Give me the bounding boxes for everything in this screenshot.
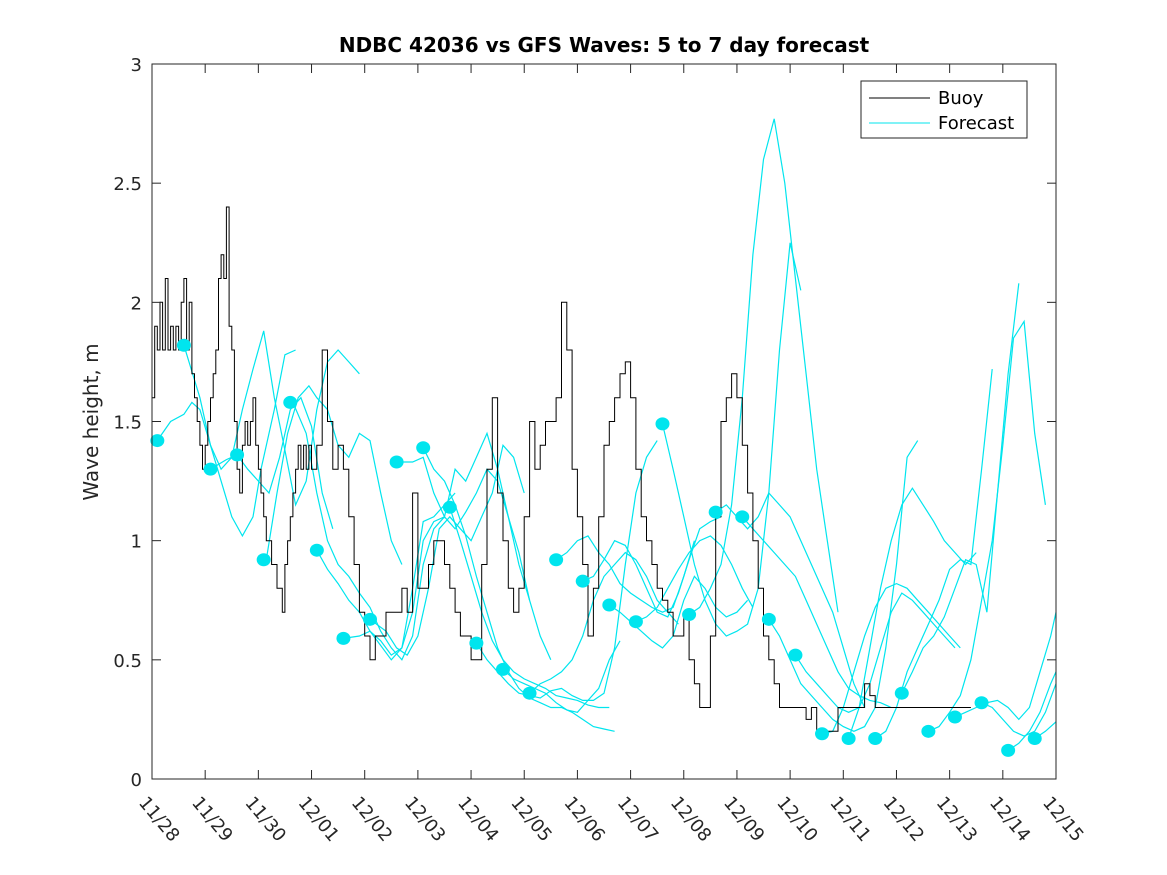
- forecast-marker: [309, 543, 324, 557]
- forecast-marker: [495, 662, 510, 676]
- forecast-line: [582, 516, 722, 618]
- forecast-marker: [921, 724, 936, 738]
- buoy-line: [152, 206, 971, 732]
- forecast-line: [369, 444, 525, 656]
- chart-title: NDBC 42036 vs GFS Waves: 5 to 7 day fore…: [339, 33, 870, 57]
- forecast-marker: [389, 455, 404, 469]
- y-tick-label: 1: [131, 532, 142, 553]
- legend-box: [860, 80, 1028, 139]
- y-tick-label: 0: [131, 770, 142, 791]
- forecast-marker: [788, 648, 803, 662]
- forecast-line: [661, 242, 802, 637]
- forecast-line: [768, 440, 919, 732]
- forecast-line: [635, 535, 754, 623]
- forecast-marker: [628, 615, 643, 629]
- forecast-marker: [682, 608, 697, 622]
- forecast-marker: [522, 686, 537, 700]
- legend: Buoy Forecast: [860, 80, 1028, 139]
- y-tick-label: 2: [131, 293, 142, 314]
- forecast-marker: [176, 338, 191, 352]
- y-axis-label: Wave height, m: [79, 343, 103, 500]
- forecast-line: [688, 118, 839, 615]
- forecast-line: [156, 349, 296, 538]
- forecast-marker: [230, 448, 245, 462]
- forecast-marker: [256, 553, 271, 567]
- forecast-line: [396, 431, 552, 661]
- y-tick-label: 0.5: [113, 651, 142, 672]
- marker-layer: [150, 338, 1042, 757]
- forecast-marker: [655, 417, 670, 431]
- forecast-marker: [868, 731, 883, 745]
- forecast-marker: [203, 462, 218, 476]
- y-axis: 0 0.5 1 1.5 2 2.5 3: [113, 55, 1056, 791]
- forecast-marker: [894, 686, 909, 700]
- forecast-line: [874, 369, 993, 739]
- forecast-marker: [947, 710, 962, 724]
- legend-label-forecast: Forecast: [938, 113, 1014, 134]
- plot-area: 11/28 11/29 11/30 12/01 12/02 12/03 12/04 12/05…: [113, 55, 1087, 846]
- forecast-marker: [708, 505, 723, 519]
- forecast-marker: [363, 612, 378, 626]
- legend-label-buoy: Buoy: [938, 88, 984, 109]
- forecast-marker: [549, 553, 564, 567]
- forecast-line: [1007, 671, 1057, 751]
- forecast-marker: [283, 395, 298, 409]
- forecast-line: [475, 440, 658, 702]
- series-layer: [152, 118, 1057, 751]
- forecast-marker: [1027, 731, 1042, 745]
- forecast-line: [316, 492, 456, 661]
- forecast-marker: [815, 727, 830, 741]
- forecast-marker: [336, 631, 351, 645]
- forecast-line: [928, 319, 1046, 732]
- forecast-marker: [1001, 743, 1016, 757]
- forecast-line: [343, 468, 531, 656]
- y-tick-label: 1.5: [113, 413, 142, 434]
- axes-background: [152, 64, 1056, 779]
- y-tick-label: 3: [131, 55, 142, 76]
- forecast-marker: [602, 598, 617, 612]
- forecast-marker: [735, 510, 750, 524]
- forecast-marker: [974, 696, 989, 710]
- forecast-line: [794, 592, 956, 713]
- forecast-line: [529, 551, 679, 694]
- forecast-line: [848, 487, 977, 739]
- forecast-marker: [469, 636, 484, 650]
- forecast-marker: [761, 612, 776, 626]
- forecast-marker: [575, 574, 590, 588]
- forecast-line: [502, 640, 621, 713]
- forecast-marker: [150, 434, 165, 448]
- forecast-line: [741, 516, 892, 709]
- y-tick-label: 2.5: [113, 174, 142, 195]
- forecast-line: [183, 330, 360, 507]
- forecast-line: [954, 612, 1057, 721]
- forecast-marker: [841, 731, 856, 745]
- forecast-marker: [416, 441, 431, 455]
- forecast-line: [449, 507, 610, 709]
- forecast-line: [821, 582, 961, 735]
- forecast-line: [981, 683, 1057, 737]
- forecast-marker: [442, 500, 457, 514]
